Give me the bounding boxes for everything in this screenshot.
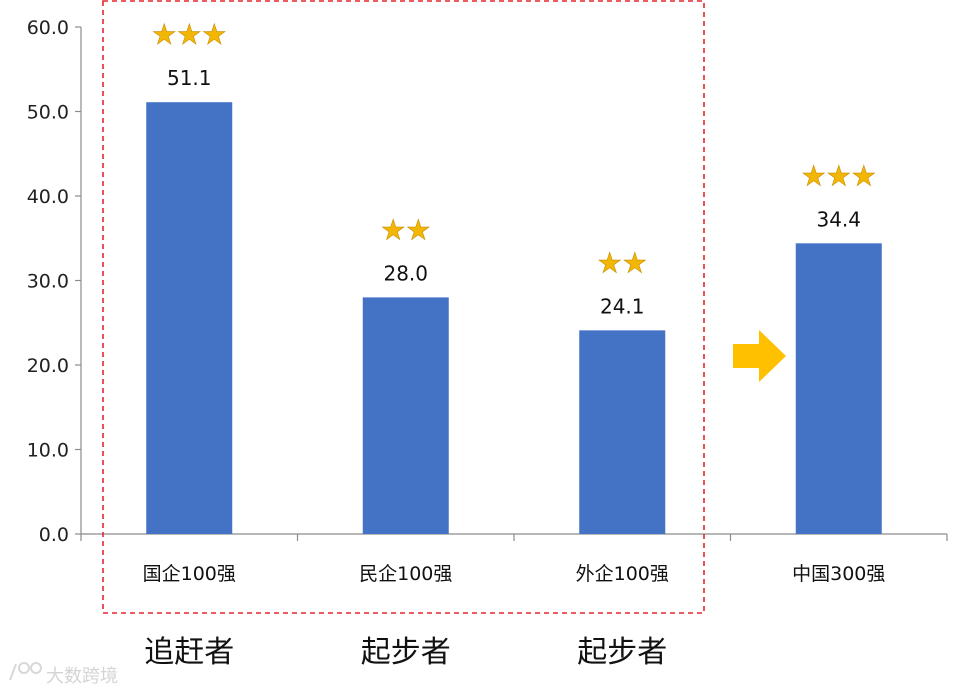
value-labels: 51.1 28.0 24.1 34.4 bbox=[167, 66, 861, 318]
bar bbox=[362, 297, 449, 534]
x-category-label: 外企100强 bbox=[576, 563, 669, 585]
arrow-right-icon bbox=[733, 330, 786, 382]
bar bbox=[146, 102, 233, 534]
watermark: 大数跨境 bbox=[9, 662, 118, 687]
y-tick-label: 10.0 bbox=[27, 440, 69, 462]
star-ratings: ★★★★★★★★★★ bbox=[151, 18, 876, 280]
star-rating-icon: ★★ bbox=[381, 213, 431, 246]
x-category-label: 中国300强 bbox=[792, 563, 885, 585]
watermark-logo-icon bbox=[9, 662, 42, 681]
y-tick-label: 30.0 bbox=[27, 271, 69, 293]
group-label: 起步者 bbox=[361, 635, 451, 670]
group-labels: 追赶者 起步者 起步者 bbox=[144, 635, 667, 670]
bars bbox=[146, 102, 882, 534]
y-axis: 0.0 10.0 20.0 30.0 40.0 50.0 60.0 bbox=[27, 17, 82, 546]
group-label: 追赶者 bbox=[144, 635, 234, 670]
y-tick-label: 0.0 bbox=[39, 524, 69, 546]
bar bbox=[579, 330, 666, 534]
group-label: 起步者 bbox=[577, 635, 667, 670]
x-axis bbox=[80, 533, 948, 541]
bar-value-label: 28.0 bbox=[383, 261, 428, 285]
x-category-label: 国企100强 bbox=[143, 563, 236, 585]
bar bbox=[795, 243, 882, 534]
category-labels: 国企100强 民企100强 外企100强 中国300强 bbox=[143, 563, 886, 585]
bar-value-label: 24.1 bbox=[600, 294, 645, 318]
watermark-text: 大数跨境 bbox=[46, 666, 118, 687]
y-tick-label: 40.0 bbox=[27, 186, 69, 208]
y-tick-label: 50.0 bbox=[27, 102, 69, 124]
y-tick-label: 20.0 bbox=[27, 355, 69, 377]
star-rating-icon: ★★★ bbox=[801, 159, 876, 192]
x-category-label: 民企100强 bbox=[359, 563, 452, 585]
bar-value-label: 34.4 bbox=[816, 207, 861, 231]
bar-value-label: 51.1 bbox=[167, 66, 212, 90]
star-rating-icon: ★★★ bbox=[152, 18, 227, 51]
y-tick-label: 60.0 bbox=[27, 17, 69, 39]
star-rating-icon: ★★ bbox=[597, 246, 647, 279]
highlight-box bbox=[102, 0, 705, 614]
